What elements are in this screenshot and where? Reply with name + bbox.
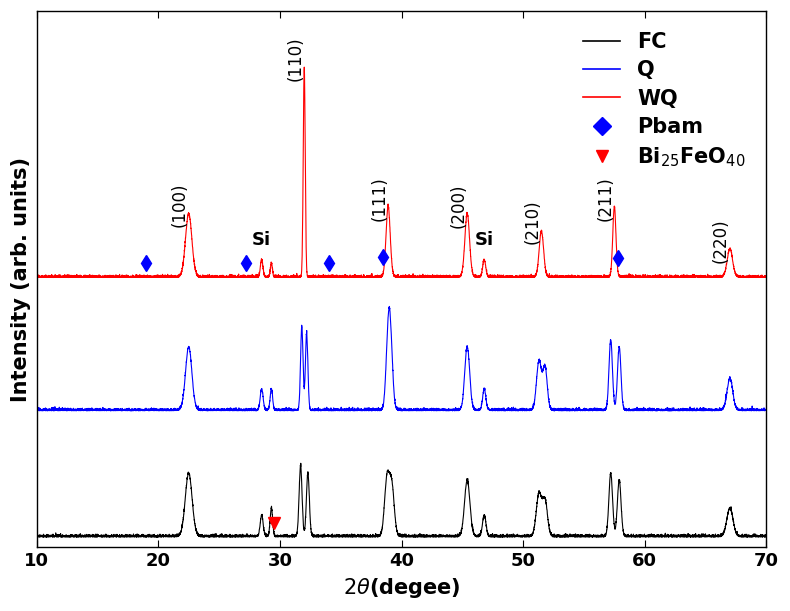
X-axis label: $2\theta$(degee): $2\theta$(degee) — [343, 576, 461, 600]
Y-axis label: Intensity (arb. units): Intensity (arb. units) — [11, 157, 31, 402]
Text: (211): (211) — [596, 177, 615, 221]
Text: Si: Si — [252, 232, 271, 249]
Text: (200): (200) — [450, 183, 467, 228]
Text: (110): (110) — [286, 37, 304, 81]
Text: (220): (220) — [712, 219, 730, 263]
Legend: FC, Q, WQ, Pbam, Bi$_{25}$FeO$_{40}$: FC, Q, WQ, Pbam, Bi$_{25}$FeO$_{40}$ — [573, 21, 756, 179]
Text: (210): (210) — [524, 200, 541, 244]
Text: (100): (100) — [171, 183, 189, 227]
Text: Si: Si — [475, 231, 494, 249]
Text: (111): (111) — [371, 176, 388, 221]
